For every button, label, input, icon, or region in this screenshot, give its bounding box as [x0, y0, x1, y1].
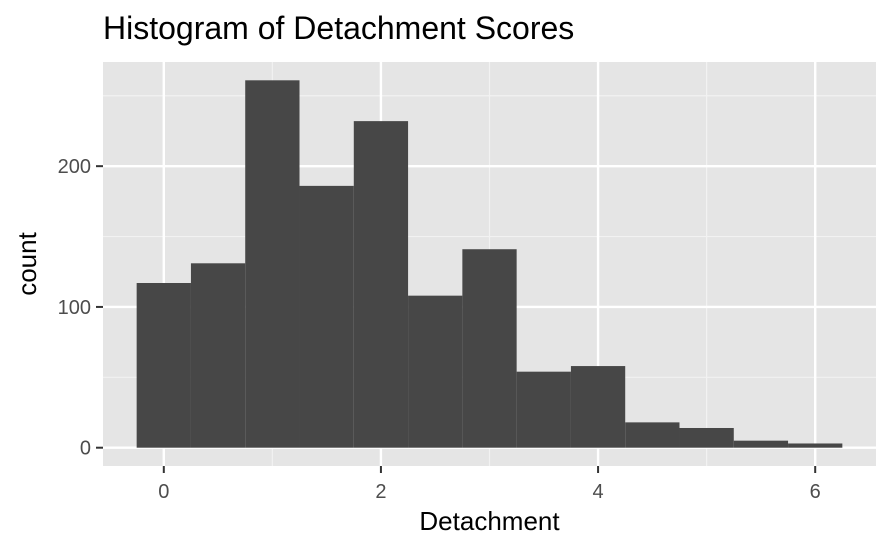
x-tick-label-0: 0	[158, 481, 169, 503]
x-tick-label-4: 4	[593, 481, 604, 503]
chart-title: Histogram of Detachment Scores	[103, 10, 574, 46]
y-tick-label-0: 0	[80, 438, 91, 460]
histogram-bar-10	[679, 427, 734, 448]
histogram-bar-12	[788, 443, 843, 448]
axis-ticks	[96, 165, 817, 473]
histogram-bar-2	[245, 80, 300, 448]
histogram-bar-3	[299, 185, 354, 448]
y-tick-label-100: 100	[58, 297, 91, 319]
y-tick-label-200: 200	[58, 156, 91, 178]
histogram-bar-1	[190, 263, 246, 448]
x-axis-title: Detachment	[419, 506, 560, 536]
y-axis-title: count	[12, 231, 42, 295]
histogram-bar-8	[570, 366, 626, 448]
x-tick-label-6: 6	[810, 481, 821, 503]
histogram-bar-0	[136, 283, 191, 448]
histogram-bars	[136, 80, 843, 448]
axis-tick-labels: 0 2 4 6 0 100 200	[58, 156, 821, 503]
histogram-bar-11	[733, 440, 789, 448]
histogram-bar-5	[408, 295, 463, 448]
histogram-bar-6	[462, 249, 517, 448]
x-tick-label-2: 2	[375, 481, 386, 503]
histogram-bar-7	[516, 371, 571, 448]
histogram-bar-9	[625, 422, 680, 448]
histogram-bar-4	[353, 121, 409, 448]
